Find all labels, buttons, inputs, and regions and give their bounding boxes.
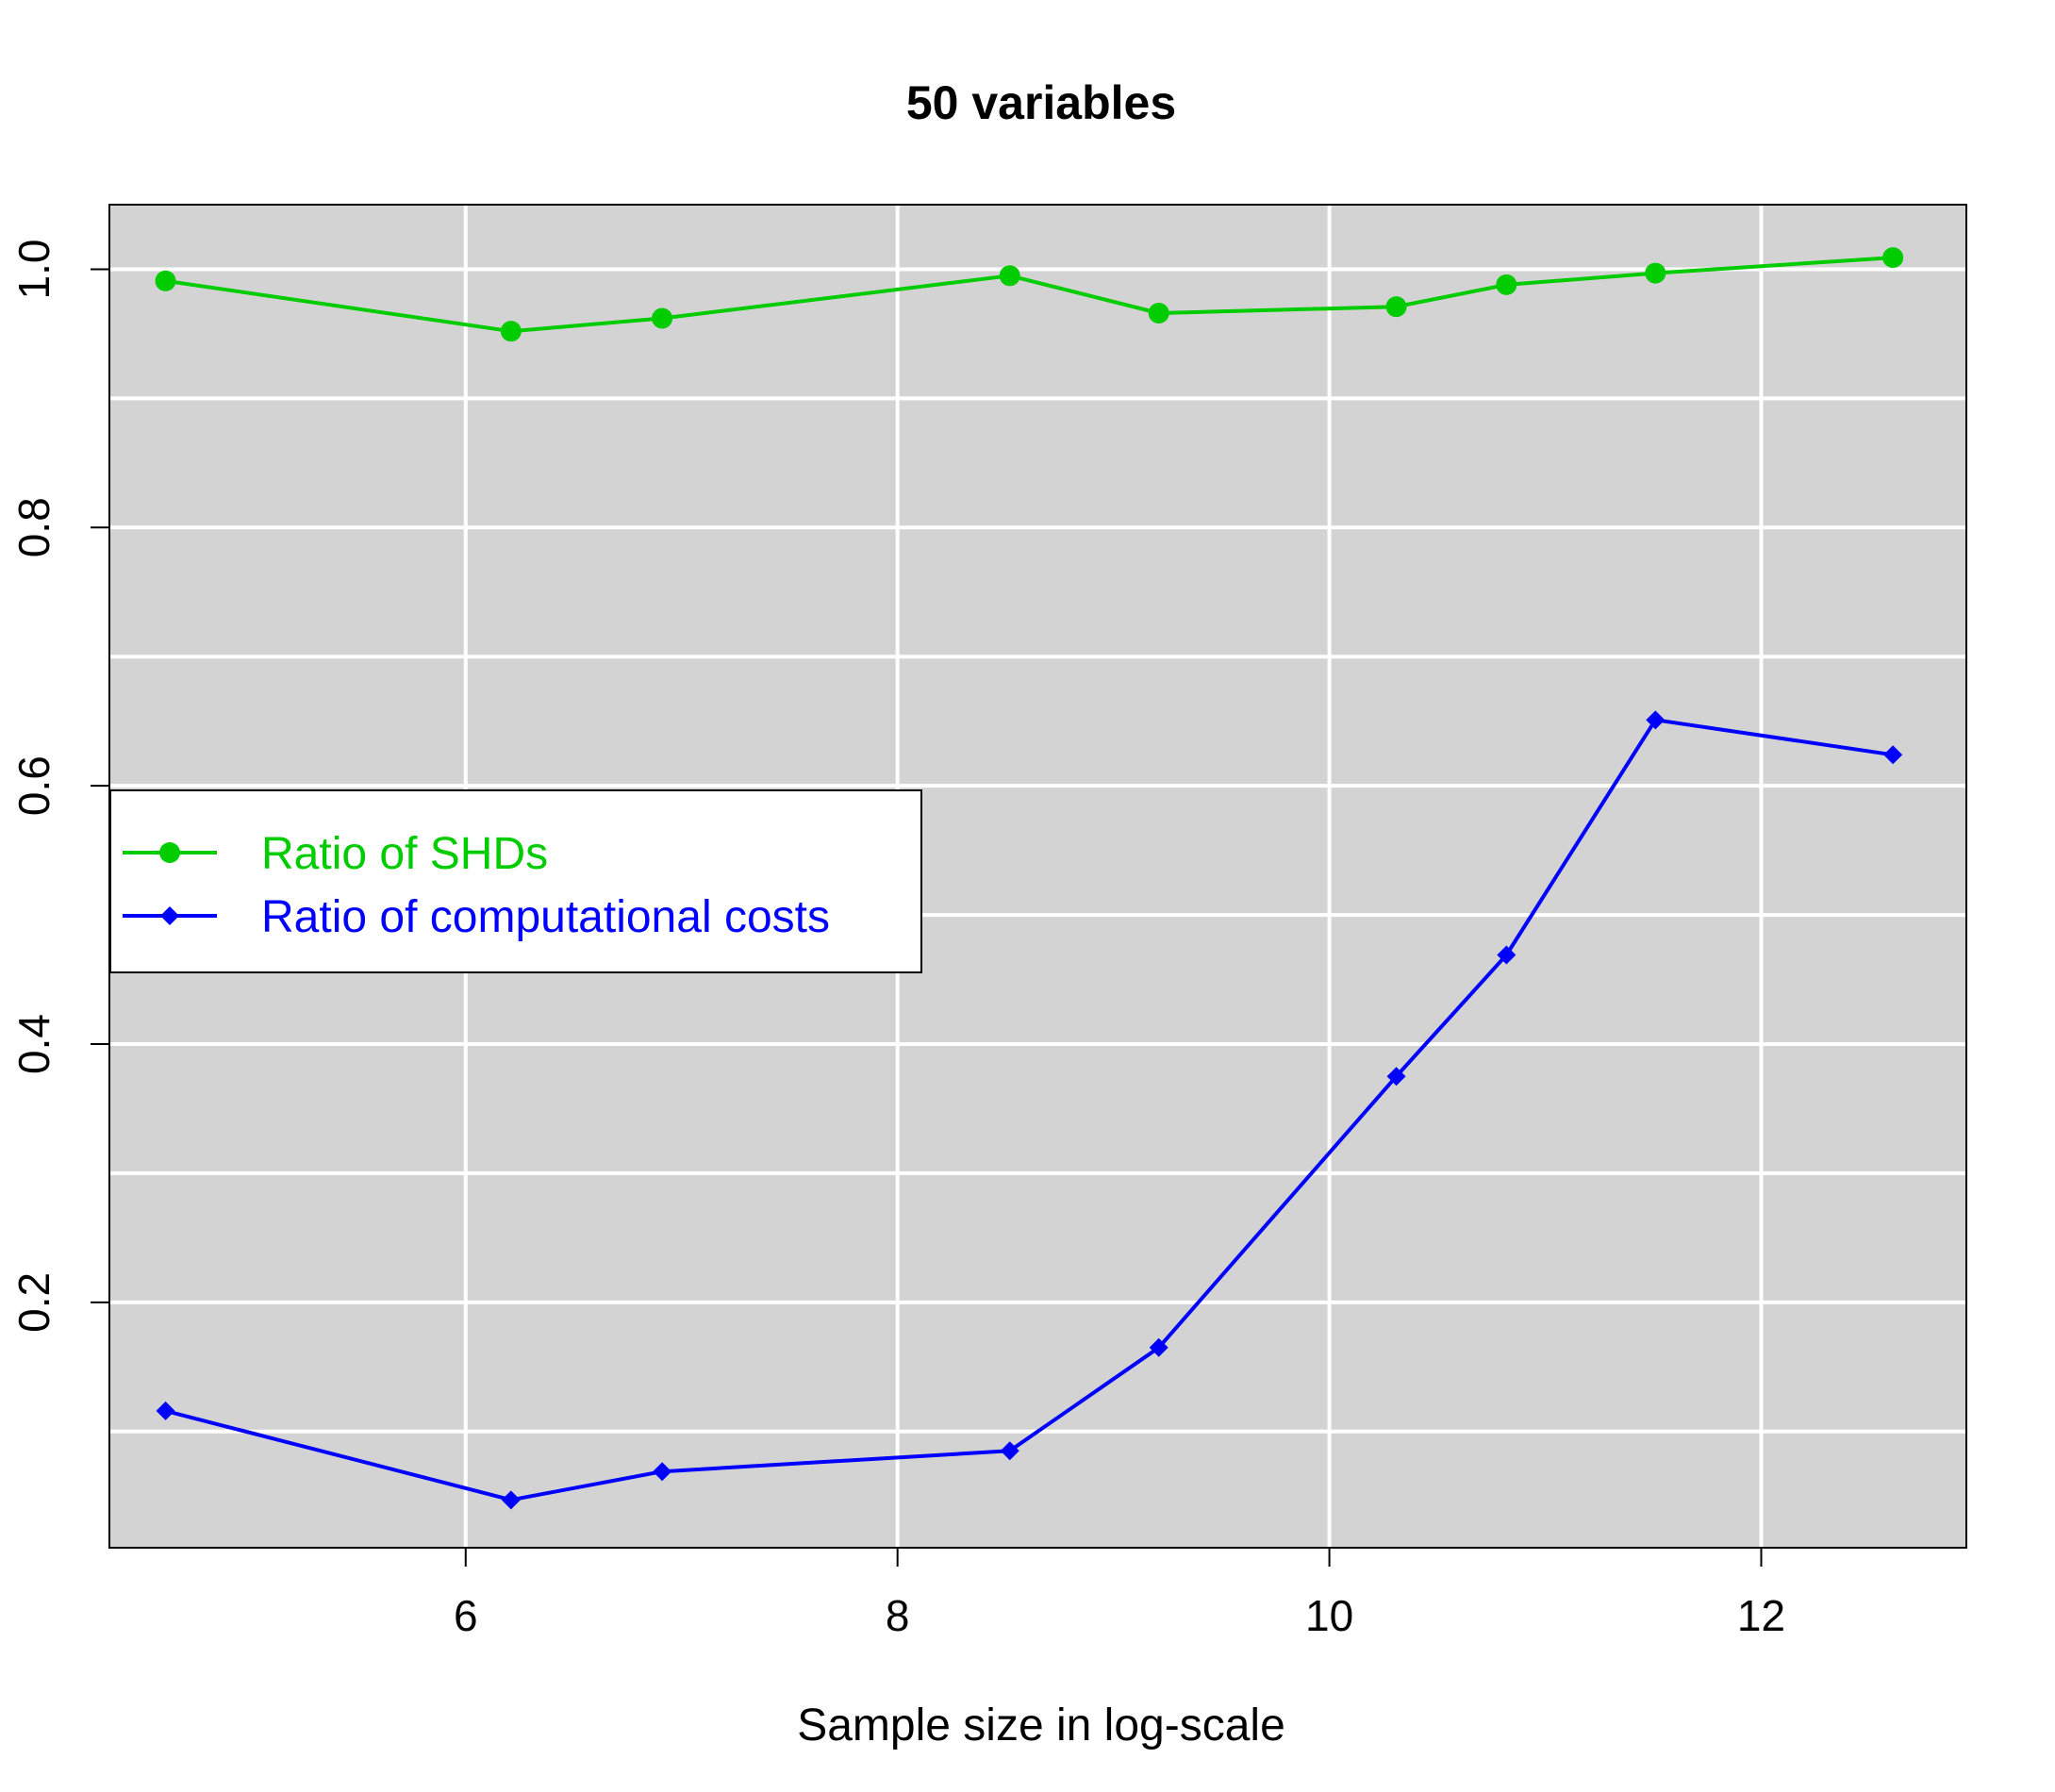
legend: Ratio of SHDs Ratio of computational cost… xyxy=(109,789,922,973)
legend-box xyxy=(109,789,922,973)
y-tick-label: 0.2 xyxy=(9,1272,58,1333)
x-tick-label: 12 xyxy=(1737,1591,1785,1640)
x-axis: 6 8 10 12 xyxy=(454,1547,1785,1640)
data-point-shd xyxy=(1645,262,1666,284)
x-tick-label: 10 xyxy=(1305,1591,1353,1640)
x-tick-label: 6 xyxy=(454,1591,478,1640)
data-point-cost xyxy=(1000,1441,1019,1461)
data-point-shd xyxy=(500,321,522,342)
data-point-cost xyxy=(501,1490,521,1510)
data-point-shd xyxy=(155,270,176,291)
legend-marker-shd xyxy=(159,842,180,863)
y-tick-label: 0.6 xyxy=(9,755,58,816)
data-point-cost xyxy=(156,1401,175,1420)
data-point-cost xyxy=(1149,1337,1168,1357)
x-tick-label: 8 xyxy=(886,1591,910,1640)
data-point-cost xyxy=(653,1462,672,1482)
data-point-cost xyxy=(1883,745,1903,765)
legend-label-shd: Ratio of SHDs xyxy=(261,829,548,879)
data-point-shd xyxy=(1385,296,1407,318)
y-tick-label: 0.8 xyxy=(9,497,58,557)
data-point-cost xyxy=(1646,710,1666,730)
data-point-shd xyxy=(1148,303,1169,324)
data-point-shd xyxy=(652,307,673,329)
data-point-shd xyxy=(1496,274,1517,295)
chart-title: 50 variables xyxy=(906,76,1176,129)
x-axis-label: Sample size in log-scale xyxy=(797,1701,1285,1751)
data-point-cost xyxy=(1386,1067,1406,1087)
legend-marker-cost xyxy=(160,906,179,925)
data-point-shd xyxy=(1882,247,1904,269)
data-point-cost xyxy=(1497,945,1516,965)
legend-label-cost: Ratio of computational costs xyxy=(261,892,830,942)
data-point-shd xyxy=(999,265,1020,287)
y-tick-label: 0.4 xyxy=(9,1014,58,1074)
y-tick-label: 1.0 xyxy=(9,239,58,299)
y-axis: 0.2 0.4 0.6 0.8 1.0 xyxy=(9,239,110,1333)
